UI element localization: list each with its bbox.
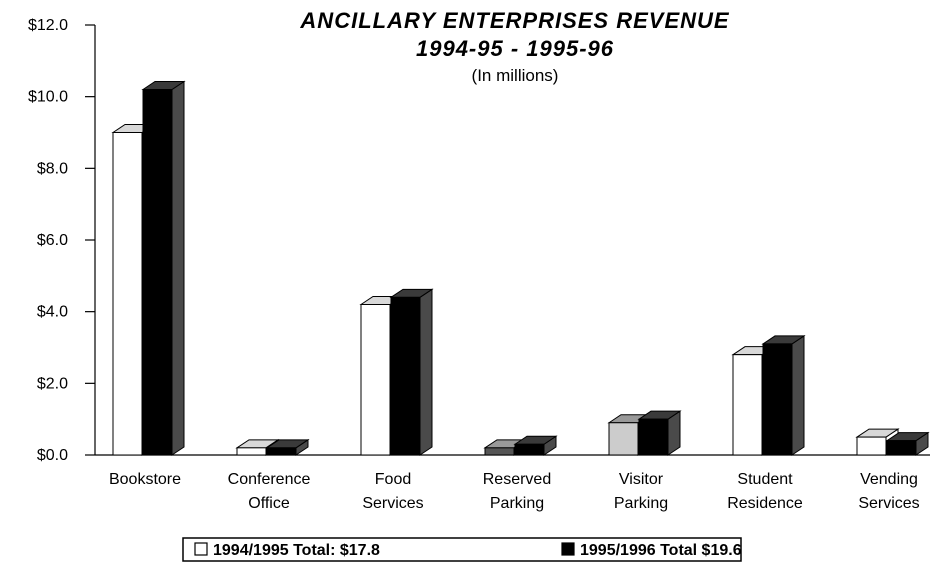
- bar-side: [419, 288, 433, 456]
- y-tick-label: $8.0: [37, 160, 68, 177]
- bar: [761, 334, 806, 456]
- bar-front: [112, 132, 143, 456]
- legend-swatch: [561, 542, 575, 556]
- label-line: Student: [737, 471, 793, 488]
- bar-front: [886, 440, 917, 456]
- y-tick-label: $2.0: [37, 375, 68, 392]
- bar: [885, 431, 930, 456]
- bar-side: [171, 80, 185, 456]
- x-tick-label: Vending Services: [858, 471, 919, 512]
- bar: [141, 80, 186, 456]
- legend-swatch: [194, 542, 208, 556]
- y-tick-label: $12.0: [28, 17, 68, 34]
- bar: [389, 288, 434, 456]
- label-line: Reserved: [483, 471, 551, 488]
- legend-label: 1994/1995 Total: $17.8: [213, 542, 380, 559]
- bar-front: [762, 343, 793, 456]
- x-tick-label: Reserved Parking: [483, 471, 551, 512]
- bar-front: [484, 447, 515, 456]
- y-tick-label: $0.0: [37, 447, 68, 464]
- label-line: Food: [375, 471, 411, 488]
- bar-front: [856, 436, 887, 456]
- bar-side: [791, 334, 805, 456]
- bar-front: [142, 89, 173, 456]
- chart-note: (In millions): [472, 66, 559, 85]
- x-tick-label: Bookstore: [109, 471, 181, 488]
- y-tick-label: $10.0: [28, 89, 68, 106]
- y-tick-label: $6.0: [37, 232, 68, 249]
- chart-subtitle: 1994-95 - 1995-96: [416, 36, 614, 61]
- bar-front: [608, 422, 639, 456]
- bar-front: [390, 296, 421, 456]
- x-tick-label: Student Residence: [727, 471, 803, 512]
- bar: [637, 410, 682, 456]
- label-line: Office: [248, 495, 290, 512]
- bar-front: [236, 447, 267, 456]
- label-line: Services: [362, 495, 423, 512]
- chart-title: ANCILLARY ENTERPRISES REVENUE: [299, 8, 729, 33]
- y-tick-label: $4.0: [37, 304, 68, 321]
- bar-front: [266, 447, 297, 456]
- x-tick-label: Visitor Parking: [614, 471, 668, 512]
- label-line: Services: [858, 495, 919, 512]
- bar-front: [514, 443, 545, 456]
- bar-front: [732, 354, 763, 456]
- legend-box: [182, 537, 742, 562]
- label-line: Visitor: [619, 471, 664, 488]
- label-line: Conference: [228, 471, 311, 488]
- x-tick-label: Conference Office: [228, 471, 311, 512]
- label-line: Parking: [490, 495, 544, 512]
- bar-front: [360, 304, 391, 456]
- bar: [513, 435, 558, 456]
- bar: [265, 438, 310, 456]
- label-line: Vending: [860, 471, 918, 488]
- label-line: Parking: [614, 495, 668, 512]
- x-tick-label: Food Services: [362, 471, 423, 512]
- label-line: Residence: [727, 495, 803, 512]
- legend-label: 1995/1996 Total $19.6: [580, 542, 742, 559]
- bar-front: [638, 418, 669, 456]
